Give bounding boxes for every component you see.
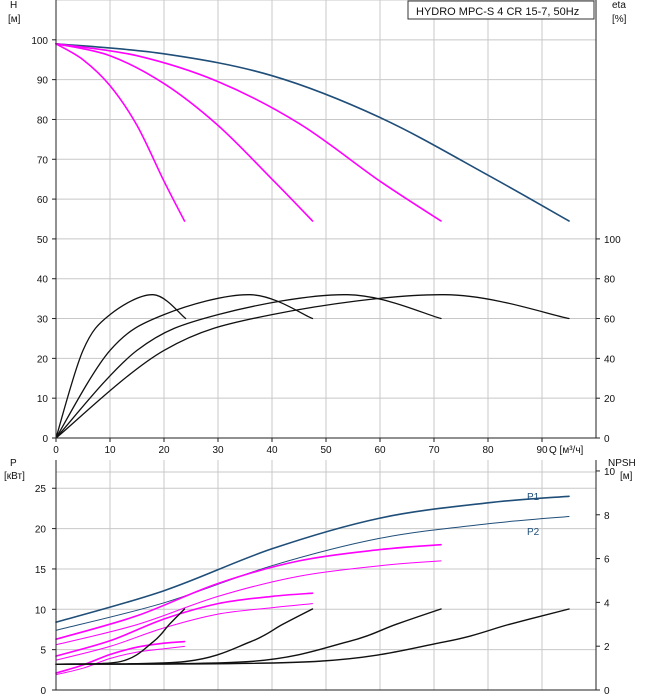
x-tick-label: 30: [212, 445, 224, 456]
power-curve: [55, 603, 313, 661]
x-tick-label: 10: [104, 445, 116, 456]
h-tick-label: 80: [37, 115, 49, 126]
h-tick-label: 100: [31, 36, 48, 47]
npsh-tick-label: 6: [604, 555, 610, 566]
p1-label: P1: [527, 492, 540, 503]
eta-tick-label: 80: [604, 275, 616, 286]
power-curve: [55, 645, 185, 676]
power-curve: [55, 592, 314, 657]
h-tick-label: 0: [42, 434, 48, 445]
axes-layer: 0 10 20 30 40 50 60 70 80 90010203040506070809010…: [31, 0, 621, 697]
efficiency-curve: [55, 294, 570, 439]
eta-tick-label: 0: [604, 434, 610, 445]
power-curve: [55, 495, 570, 623]
h-axis-label: H: [10, 0, 17, 11]
power-curve: [55, 640, 186, 674]
top-panel-grid: [56, 0, 597, 438]
h-axis-unit: [м]: [8, 14, 21, 25]
h-tick-label: 90: [37, 76, 49, 87]
x-tick-label: 80: [482, 445, 494, 456]
head-curve: [55, 43, 314, 222]
head-curve: [55, 43, 442, 222]
h-tick-label: 10: [37, 394, 49, 405]
h-tick-label: 60: [37, 195, 49, 206]
h-tick-label: 50: [37, 235, 49, 246]
npsh-tick-label: 2: [604, 642, 610, 653]
eta-axis-unit: [%]: [612, 14, 627, 25]
p-axis-label: P: [10, 458, 17, 469]
eta-tick-label: 60: [604, 315, 616, 326]
p-tick-label: 20: [35, 525, 47, 536]
npsh-curve: [55, 608, 570, 665]
npsh-tick-label: 4: [604, 598, 610, 609]
npsh-tick-label: 10: [604, 467, 616, 478]
power-curve: [55, 560, 442, 646]
p2-label: P2: [527, 527, 540, 538]
eta-axis-label: eta: [612, 0, 626, 11]
npsh-axis-unit: [м]: [620, 471, 633, 482]
npsh-curve: [55, 608, 314, 665]
eta-tick-label: 100: [604, 235, 621, 246]
efficiency-curve: [55, 294, 442, 439]
p-axis-unit: [кВт]: [4, 471, 25, 482]
h-tick-label: 40: [37, 275, 49, 286]
h-tick-label: 70: [37, 155, 49, 166]
title-box: [407, 0, 595, 20]
x-tick-label: 70: [428, 445, 440, 456]
head-curve: [55, 43, 186, 222]
curves-layer: [55, 43, 570, 676]
power-curve: [55, 543, 442, 640]
x-tick-label: 0: [53, 445, 59, 456]
npsh-tick-label: 0: [604, 686, 610, 697]
eta-tick-label: 20: [604, 394, 616, 405]
q-axis-label: Q [м³/ч]: [549, 445, 584, 456]
p-tick-label: 15: [35, 565, 47, 576]
head-curve: [55, 43, 570, 222]
h-tick-label: 30: [37, 315, 49, 326]
h-tick-label: 20: [37, 354, 49, 365]
p-tick-label: 10: [35, 605, 47, 616]
eta-tick-label: 40: [604, 354, 616, 365]
efficiency-curve: [55, 294, 187, 439]
p-tick-label: 25: [35, 484, 47, 495]
x-tick-label: 20: [158, 445, 170, 456]
p-tick-label: 5: [40, 646, 46, 657]
x-tick-label: 50: [320, 445, 332, 456]
npsh-curve: [55, 608, 442, 665]
efficiency-curve: [55, 294, 314, 439]
x-tick-label: 60: [374, 445, 386, 456]
power-curve: [55, 516, 570, 631]
npsh-axis-label: NPSH: [608, 458, 636, 469]
p-tick-label: 0: [40, 686, 46, 697]
bottom-panel-grid: [56, 460, 597, 690]
chart-title: HYDRO MPC-S 4 CR 15-7, 50Hz: [416, 6, 579, 18]
x-tick-label: 90: [536, 445, 548, 456]
npsh-tick-label: 8: [604, 511, 610, 522]
x-tick-label: 40: [266, 445, 278, 456]
